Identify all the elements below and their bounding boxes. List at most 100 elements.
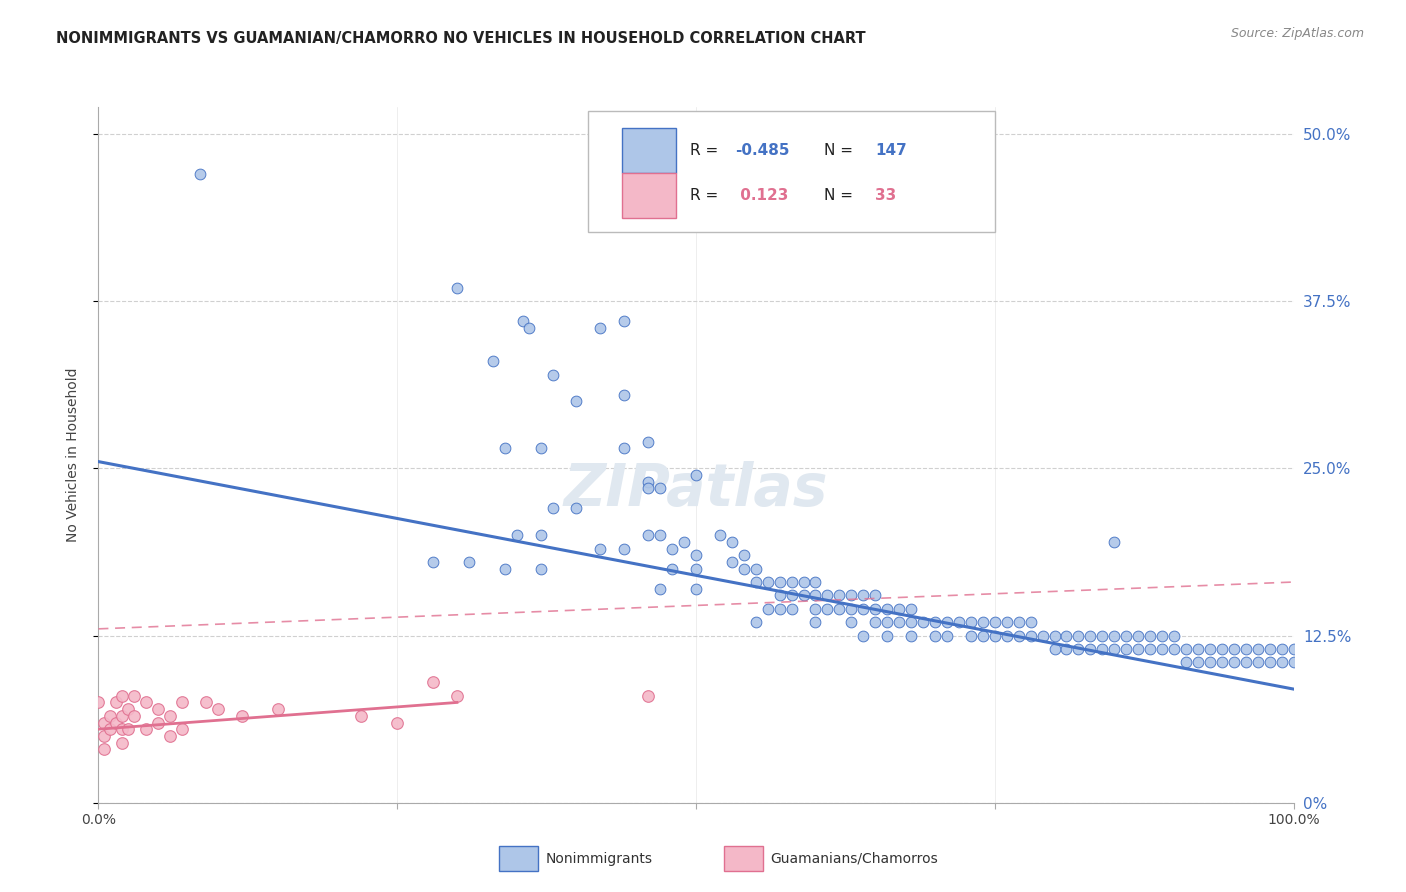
Point <box>195 696 218 710</box>
Point <box>1211 642 1233 657</box>
Point <box>1163 642 1185 657</box>
Point <box>1271 655 1294 669</box>
Point <box>530 562 553 576</box>
Text: N =: N = <box>824 188 858 203</box>
Point <box>637 528 659 542</box>
Point <box>852 628 875 642</box>
Point <box>100 723 122 737</box>
Point <box>1234 655 1257 669</box>
Point <box>1139 628 1161 642</box>
Text: NONIMMIGRANTS VS GUAMANIAN/CHAMORRO NO VEHICLES IN HOUSEHOLD CORRELATION CHART: NONIMMIGRANTS VS GUAMANIAN/CHAMORRO NO V… <box>56 31 866 46</box>
Point <box>876 615 898 630</box>
Point <box>117 702 139 716</box>
Point <box>1223 655 1246 669</box>
Point <box>865 589 887 603</box>
Point <box>876 628 898 642</box>
Point <box>912 615 935 630</box>
Point <box>828 602 851 616</box>
Point <box>1247 642 1270 657</box>
Point <box>458 555 481 569</box>
Bar <box>621 173 676 219</box>
Point <box>1008 628 1031 642</box>
Point <box>889 602 911 616</box>
Point <box>207 702 229 716</box>
Point <box>817 602 839 616</box>
Point <box>1019 615 1042 630</box>
Point <box>1128 628 1150 642</box>
Text: N =: N = <box>824 143 858 158</box>
Bar <box>621 128 676 173</box>
Point <box>1056 642 1078 657</box>
Point <box>865 602 887 616</box>
Point <box>1258 642 1281 657</box>
Point <box>111 689 134 703</box>
Point <box>769 602 792 616</box>
Text: -0.485: -0.485 <box>735 143 790 158</box>
Point <box>817 589 839 603</box>
Point <box>517 321 540 335</box>
Point <box>721 535 744 549</box>
Point <box>948 615 970 630</box>
Point <box>93 715 115 730</box>
Point <box>93 742 115 756</box>
Point <box>93 729 115 743</box>
Point <box>936 628 959 642</box>
Point <box>1187 642 1209 657</box>
Point <box>972 628 994 642</box>
Point <box>733 562 755 576</box>
Point <box>105 715 128 730</box>
Point <box>589 321 612 335</box>
Point <box>984 615 1007 630</box>
Point <box>756 602 779 616</box>
Point <box>900 615 922 630</box>
Point <box>1019 628 1042 642</box>
Point <box>841 602 863 616</box>
Point <box>1067 642 1090 657</box>
Point <box>876 602 898 616</box>
Point <box>494 562 516 576</box>
Point <box>1104 628 1126 642</box>
Point <box>231 708 253 723</box>
Point <box>924 615 946 630</box>
Point <box>780 575 803 590</box>
Point <box>385 715 409 730</box>
Point <box>769 589 792 603</box>
Point <box>637 434 659 449</box>
Point <box>745 562 768 576</box>
Point <box>422 555 444 569</box>
Point <box>685 548 707 563</box>
Point <box>1104 535 1126 549</box>
Point <box>512 314 534 328</box>
Point <box>1175 642 1198 657</box>
Point <box>673 535 696 549</box>
Point <box>541 368 564 382</box>
Text: R =: R = <box>690 143 723 158</box>
Point <box>111 708 134 723</box>
Point <box>685 582 707 596</box>
Point <box>1282 655 1305 669</box>
Point <box>865 615 887 630</box>
Point <box>565 501 588 516</box>
Point <box>481 354 505 368</box>
Point <box>565 394 588 409</box>
Point <box>1163 628 1185 642</box>
Point <box>613 314 636 328</box>
Point <box>100 708 122 723</box>
Point <box>828 589 851 603</box>
Point <box>589 541 612 556</box>
Point <box>841 589 863 603</box>
Point <box>685 562 707 576</box>
Point <box>1104 642 1126 657</box>
Point <box>936 615 959 630</box>
Point <box>889 615 911 630</box>
Text: R =: R = <box>690 188 723 203</box>
Point <box>1067 628 1090 642</box>
Point <box>960 615 983 630</box>
FancyBboxPatch shape <box>589 111 995 232</box>
Point <box>446 689 468 703</box>
Point <box>793 589 815 603</box>
Point <box>756 575 779 590</box>
Point <box>1271 642 1294 657</box>
Point <box>1211 655 1233 669</box>
Point <box>972 615 994 630</box>
